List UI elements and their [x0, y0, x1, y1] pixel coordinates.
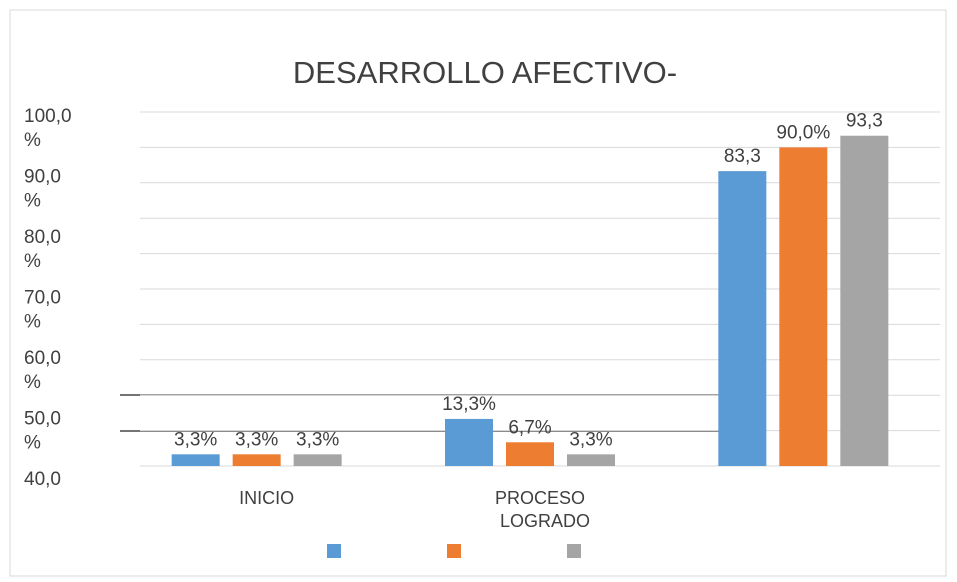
- y-tick-label: 50,0: [24, 409, 61, 430]
- chart-title: DESARROLLO AFECTIVO-: [293, 55, 677, 90]
- y-tick-label: 40,0: [24, 469, 61, 490]
- y-tick-label: 70,0: [24, 288, 61, 309]
- bar: [445, 418, 493, 466]
- y-tick-label: %: [24, 433, 41, 454]
- y-tick-label: %: [24, 251, 41, 272]
- y-tick-label: %: [24, 130, 41, 151]
- bar: [232, 454, 281, 466]
- y-tick-label: 100,0: [24, 106, 72, 127]
- bar: [840, 135, 889, 466]
- x-tick-label: PROCESO: [495, 488, 585, 508]
- bar: [779, 147, 828, 466]
- y-tick-label: %: [24, 312, 41, 333]
- value-label: 93,3: [846, 111, 883, 132]
- bar: [171, 454, 220, 466]
- value-label: 3,3%: [569, 429, 612, 450]
- legend-swatch: [447, 544, 461, 558]
- value-label: 90,0%: [776, 122, 830, 143]
- value-label: 83,3: [724, 146, 761, 167]
- y-tick-label: %: [24, 372, 41, 393]
- y-tick-label: %: [24, 191, 41, 212]
- x-tick-label: LOGRADO: [500, 511, 590, 531]
- legend-swatch: [567, 544, 581, 558]
- x-tick-label: INICIO: [239, 488, 294, 508]
- legend-swatch: [327, 544, 341, 558]
- bar: [567, 454, 615, 466]
- y-tick-label: 80,0: [24, 227, 61, 248]
- y-tick-label: 90,0: [24, 167, 61, 188]
- value-label: 3,3%: [296, 429, 339, 450]
- value-label: 13,3%: [442, 394, 496, 415]
- value-label: 3,3%: [174, 429, 217, 450]
- bar: [506, 442, 554, 466]
- bar: [293, 454, 342, 466]
- y-tick-label: 60,0: [24, 348, 61, 369]
- value-label: 6,7%: [508, 417, 551, 438]
- bar: [718, 171, 767, 467]
- value-label: 3,3%: [235, 429, 278, 450]
